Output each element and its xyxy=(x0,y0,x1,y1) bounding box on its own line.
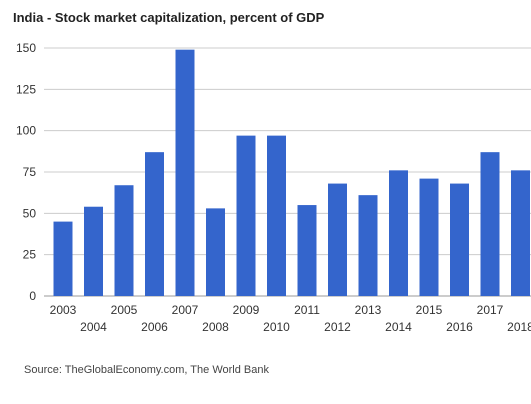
y-tick-label-125: 125 xyxy=(16,82,36,96)
x-tick-label-2005: 2005 xyxy=(111,303,138,317)
x-axis-tick-labels: 2003200420052006200720082009201020112012… xyxy=(50,303,531,334)
bar-2008 xyxy=(206,208,225,296)
bar-2010 xyxy=(267,135,286,296)
x-tick-label-2012: 2012 xyxy=(324,320,351,334)
bar-2004 xyxy=(84,206,103,296)
gridlines xyxy=(44,47,531,297)
y-tick-label-0: 0 xyxy=(29,289,36,303)
bar-2015 xyxy=(419,178,439,296)
bar-2007 xyxy=(175,49,195,296)
bar-2009 xyxy=(236,135,256,296)
bar-2012 xyxy=(328,183,347,296)
x-tick-label-2015: 2015 xyxy=(416,303,443,317)
chart-title: India - Stock market capitalization, per… xyxy=(13,10,325,25)
y-tick-label-100: 100 xyxy=(16,124,36,138)
x-tick-label-2016: 2016 xyxy=(446,320,473,334)
y-tick-label-50: 50 xyxy=(23,206,37,220)
y-tick-label-25: 25 xyxy=(23,248,37,262)
x-tick-label-2004: 2004 xyxy=(80,320,107,334)
y-tick-label-150: 150 xyxy=(16,41,36,55)
bars xyxy=(53,49,530,296)
x-tick-label-2014: 2014 xyxy=(385,320,412,334)
x-tick-label-2006: 2006 xyxy=(141,320,168,334)
x-tick-label-2011: 2011 xyxy=(294,303,320,317)
bar-2011 xyxy=(297,205,317,296)
source-note: Source: TheGlobalEconomy.com, The World … xyxy=(24,364,269,376)
bar-2006 xyxy=(145,152,164,296)
y-axis-tick-labels: 0 25 50 75 100 125 150 xyxy=(16,41,36,303)
bar-2013 xyxy=(358,195,378,296)
x-tick-label-2018: 2018 xyxy=(507,320,531,334)
x-tick-label-2013: 2013 xyxy=(355,303,382,317)
x-tick-label-2009: 2009 xyxy=(233,303,260,317)
x-tick-label-2007: 2007 xyxy=(172,303,199,317)
bar-2018 xyxy=(511,170,530,296)
bar-2017 xyxy=(480,152,500,296)
x-tick-label-2008: 2008 xyxy=(202,320,229,334)
bar-2014 xyxy=(389,170,408,296)
x-tick-label-2010: 2010 xyxy=(263,320,290,334)
bar-2016 xyxy=(450,183,469,296)
bar-2003 xyxy=(53,221,73,296)
x-tick-label-2017: 2017 xyxy=(477,303,504,317)
bar-2005 xyxy=(114,185,134,296)
x-tick-label-2003: 2003 xyxy=(50,303,77,317)
y-tick-label-75: 75 xyxy=(23,165,37,179)
